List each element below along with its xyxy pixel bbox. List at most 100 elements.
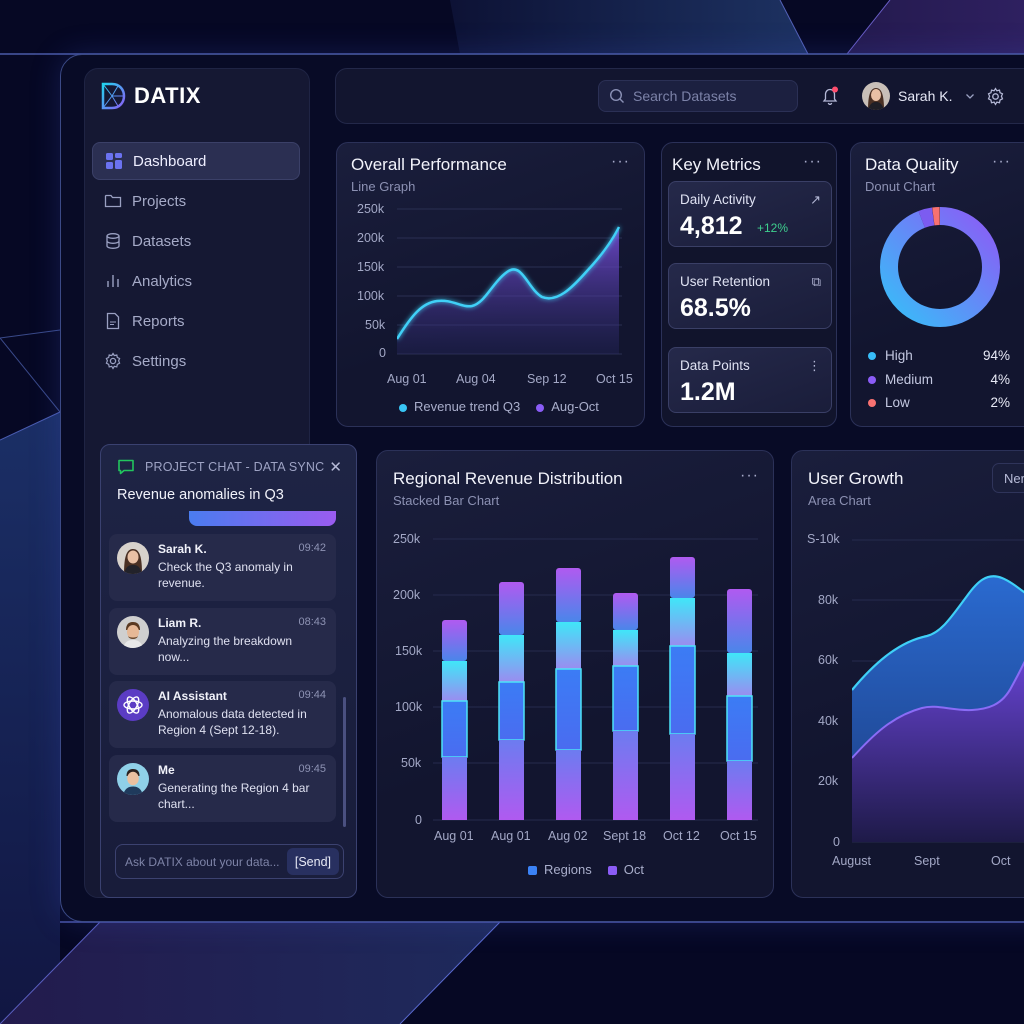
message-sender: Liam R. (158, 616, 202, 630)
message-text: Analyzing the breakdown now... (158, 634, 293, 664)
chat-topic: Revenue anomalies in Q3 (117, 487, 284, 503)
y-tick: 200k (393, 588, 421, 602)
bar-aug02 (555, 568, 582, 820)
message-time: 09:45 (298, 763, 326, 775)
area-chart (852, 539, 1024, 843)
chat-message-partial (189, 511, 336, 526)
chat-message: Sarah K. 09:42 Check the Q3 anomaly in r… (109, 534, 336, 601)
message-sender: Sarah K. (158, 542, 207, 556)
chat-header-title: PROJECT CHAT - DATA SYNC (145, 460, 325, 474)
more-options-button[interactable]: ··· (740, 467, 759, 484)
x-tick: Oct 12 (663, 829, 700, 843)
settings-button[interactable] (986, 87, 1005, 111)
legend-item: Regions (528, 862, 592, 877)
chart-legend: Regions Oct (528, 862, 644, 877)
user-menu[interactable]: Sarah K. (862, 82, 976, 110)
card-subtitle: Area Chart (808, 493, 871, 508)
x-tick: Sept (914, 854, 940, 868)
send-button[interactable]: [Send] (286, 848, 339, 875)
card-title: Regional Revenue Distribution (393, 469, 623, 488)
sidebar-item-datasets[interactable]: Datasets (92, 222, 300, 260)
search-input[interactable]: Search Datasets (598, 80, 798, 112)
x-tick: Oct 15 (720, 829, 757, 843)
metric-label: Daily Activity (680, 192, 756, 207)
message-time: 09:42 (298, 542, 326, 554)
message-text: Generating the Region 4 bar chart... (158, 781, 310, 811)
chat-input-placeholder: Ask DATIX about your data... (125, 854, 280, 869)
metric-value: 4,812 (680, 212, 743, 240)
vertical-dots-icon[interactable]: ⋮ (808, 358, 821, 373)
y-tick: 0 (379, 346, 386, 360)
bell-icon (822, 86, 838, 106)
bar-aug01-b (498, 582, 525, 820)
metric-data-points[interactable]: Data Points 1.2M ⋮ (668, 347, 832, 413)
project-chat-panel: PROJECT CHAT - DATA SYNC ✕ Revenue anoma… (100, 444, 357, 898)
stacked-bar-chart (433, 538, 758, 821)
metric-value: 68.5% (680, 294, 751, 322)
x-tick: Sept 18 (603, 829, 647, 843)
metric-daily-activity[interactable]: Daily Activity 4,812 +12% ↗ (668, 181, 832, 247)
sidebar-item-analytics[interactable]: Analytics (92, 262, 300, 300)
chat-message: AI Assistant 09:44 Anomalous data detect… (109, 681, 336, 748)
close-icon[interactable]: ✕ (329, 459, 342, 476)
sidebar-item-dashboard[interactable]: Dashboard (92, 142, 300, 180)
key-metrics-card: Key Metrics ··· Daily Activity 4,812 +12… (661, 142, 837, 427)
x-tick: Oct (991, 854, 1011, 868)
x-tick: Aug 01 (387, 372, 427, 386)
message-text: Anomalous data detected in Region 4 (Sep… (158, 707, 307, 737)
y-tick: 250k (393, 532, 421, 546)
x-tick: August (832, 854, 871, 868)
more-options-button[interactable]: ··· (992, 153, 1011, 170)
message-time: 08:43 (298, 616, 326, 628)
sidebar-item-projects[interactable]: Projects (92, 182, 300, 220)
search-placeholder: Search Datasets (633, 88, 737, 104)
new-button[interactable]: Ner (992, 463, 1024, 493)
y-tick: 40k (818, 714, 839, 728)
legend-item-high: High 94% (868, 348, 1010, 363)
ai-assistant-icon (117, 689, 149, 721)
message-text: Check the Q3 anomaly in revenue. (158, 560, 293, 590)
x-tick: Aug 04 (456, 372, 496, 386)
y-tick: 50k (365, 318, 386, 332)
sidebar-item-reports[interactable]: Reports (92, 302, 300, 340)
y-tick: 20k (818, 774, 839, 788)
avatar (862, 82, 890, 110)
document-icon (106, 312, 120, 330)
sidebar-item-label: Settings (132, 352, 187, 370)
y-tick: 100k (357, 289, 385, 303)
data-quality-card: Data Quality Donut Chart ··· (850, 142, 1024, 427)
sidebar-item-label: Projects (132, 192, 187, 210)
bar-sept18 (612, 593, 639, 820)
chart-legend: Revenue trend Q3 Aug-Oct (399, 399, 599, 414)
y-tick: 50k (401, 756, 422, 770)
logo: DATIX (100, 82, 201, 110)
x-tick: Aug 01 (491, 829, 531, 843)
regional-revenue-card: Regional Revenue Distribution Stacked Ba… (376, 450, 774, 898)
notifications-button[interactable] (820, 86, 840, 111)
y-tick: 150k (357, 260, 385, 274)
sidebar-item-label: Dashboard (133, 152, 207, 170)
avatar (117, 616, 149, 648)
arrow-up-right-icon[interactable]: ↗ (810, 192, 821, 207)
y-tick: 80k (818, 593, 839, 607)
metric-user-retention[interactable]: User Retention 68.5% ⧉ (668, 263, 832, 329)
x-tick: Aug 01 (434, 829, 474, 843)
chat-scrollbar[interactable] (343, 697, 346, 827)
chat-input[interactable]: Ask DATIX about your data... [Send] (115, 844, 344, 879)
more-options-button[interactable]: ··· (803, 153, 822, 170)
card-title: Key Metrics (672, 155, 761, 174)
external-link-icon[interactable]: ⧉ (811, 274, 821, 289)
chat-bubble-icon (118, 459, 134, 475)
line-chart (397, 208, 622, 355)
avatar (117, 542, 149, 574)
legend-item: Revenue trend Q3 (399, 399, 520, 414)
chat-message: Me 09:45 Generating the Region 4 bar cha… (109, 755, 336, 822)
y-tick: S-10k (807, 532, 840, 546)
card-title: Overall Performance (351, 155, 507, 174)
chat-header: PROJECT CHAT - DATA SYNC (117, 459, 324, 475)
metric-label: User Retention (680, 274, 771, 289)
sidebar-item-settings[interactable]: Settings (92, 342, 300, 380)
card-subtitle: Line Graph (351, 179, 416, 194)
more-options-button[interactable]: ··· (611, 153, 630, 170)
